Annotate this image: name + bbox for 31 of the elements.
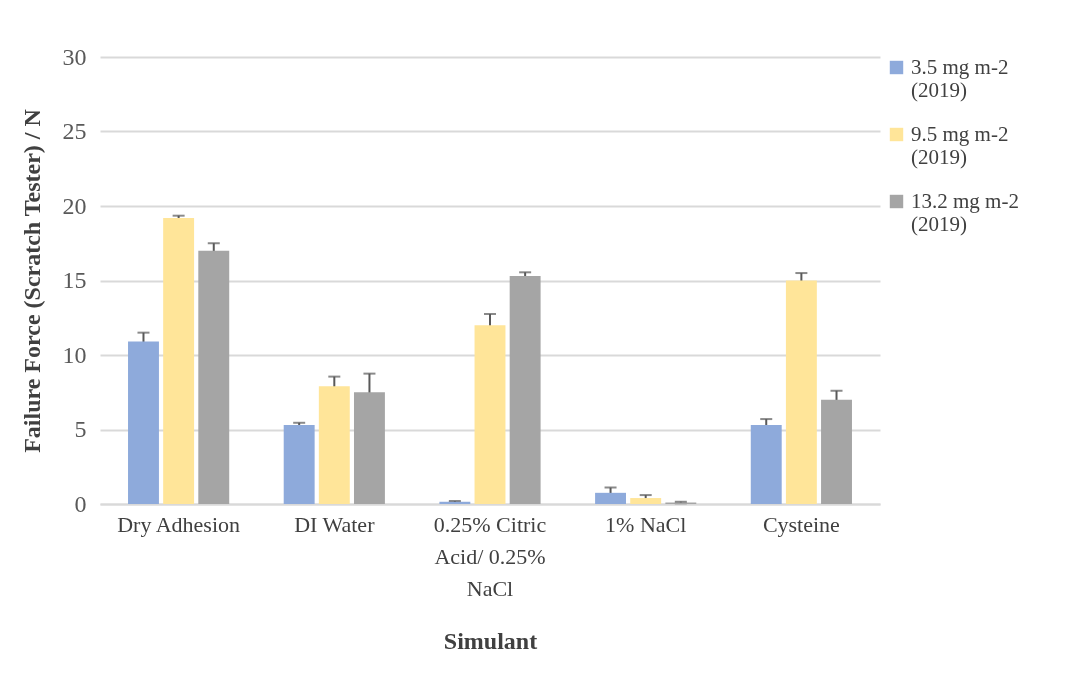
- bar: [595, 492, 627, 504]
- bar: [283, 425, 315, 504]
- bar: [163, 217, 195, 504]
- bar: [509, 276, 541, 504]
- bar: [353, 392, 385, 504]
- legend-label: 13.2 mg m-2 (2019): [911, 188, 1019, 236]
- x-tick-label: DI Water: [294, 511, 376, 537]
- bar: [474, 325, 506, 504]
- y-tick-label: 30: [62, 43, 87, 70]
- bar: [630, 498, 662, 504]
- x-tick-label: 1% NaCl: [605, 511, 687, 537]
- x-tick-label: 0.25% Citric Acid/ 0.25% NaCl: [433, 511, 547, 601]
- x-tick-label: Dry Adhesion: [117, 511, 241, 537]
- bar: [318, 386, 350, 504]
- legend-label: 3.5 mg m-2 (2019): [911, 54, 1009, 102]
- bar: [821, 399, 852, 504]
- y-tick-label: 15: [62, 267, 87, 293]
- y-tick-label: 20: [62, 192, 87, 219]
- bar: [198, 250, 230, 504]
- y-tick-label: 10: [62, 341, 87, 368]
- bar: [439, 501, 471, 504]
- legend-label: 9.5 mg m-2 (2019): [911, 121, 1009, 169]
- y-tick-label: 25: [62, 118, 87, 144]
- x-axis-title: Simulant: [443, 627, 538, 654]
- bar: [785, 280, 817, 504]
- y-axis-title: Failure Force (Scratch Tester) / N: [18, 108, 45, 453]
- bar: [128, 341, 159, 504]
- y-tick-label: 5: [74, 416, 87, 442]
- bar: [750, 425, 782, 504]
- y-tick-label: 0: [74, 490, 87, 517]
- x-tick-label: Cysteine: [762, 511, 840, 537]
